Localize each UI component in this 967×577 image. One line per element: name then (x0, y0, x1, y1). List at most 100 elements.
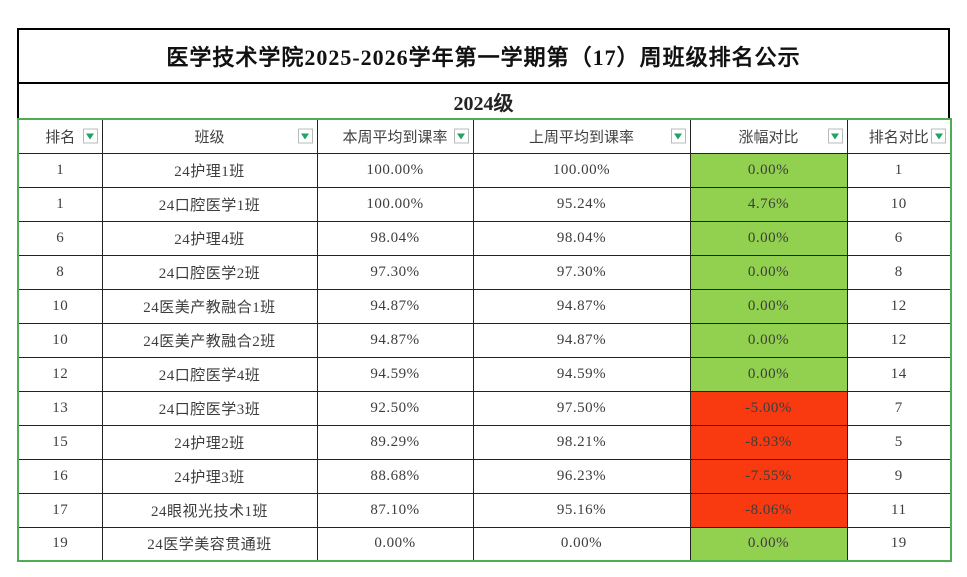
change-cell[interactable]: 4.76% (689, 186, 848, 222)
class-name-cell[interactable]: 24护理4班 (101, 220, 318, 256)
rank-cell[interactable]: 16 (17, 458, 103, 494)
this-week-rate-cell[interactable]: 87.10% (316, 492, 474, 528)
rank-compare-cell[interactable]: 6 (846, 220, 952, 256)
class-name-cell[interactable]: 24眼视光技术1班 (101, 492, 318, 528)
rank-compare-cell[interactable]: 9 (846, 458, 952, 494)
rank-cell[interactable]: 6 (17, 220, 103, 256)
class-name-cell[interactable]: 24口腔医学4班 (101, 356, 318, 392)
rank-cell[interactable]: 13 (17, 390, 103, 426)
last-week-rate-cell[interactable]: 0.00% (472, 526, 691, 562)
class-name-cell[interactable]: 24口腔医学1班 (101, 186, 318, 222)
table-row: 10 24医美产教融合2班 94.87% 94.87% 0.00% 12 (17, 322, 952, 358)
table-row: 1 24口腔医学1班 100.00% 95.24% 4.76% 10 (17, 186, 952, 222)
last-week-rate-cell[interactable]: 95.24% (472, 186, 691, 222)
this-week-rate-cell[interactable]: 94.87% (316, 322, 474, 358)
ranking-table: 排名 班级 本周平均到课率 (17, 118, 952, 562)
change-cell[interactable]: 0.00% (689, 526, 848, 562)
this-week-rate-cell[interactable]: 94.59% (316, 356, 474, 392)
change-cell[interactable]: -5.00% (689, 390, 848, 426)
this-week-rate-cell[interactable]: 89.29% (316, 424, 474, 460)
class-name-cell[interactable]: 24医美产教融合2班 (101, 322, 318, 358)
filter-dropdown-button[interactable] (297, 128, 313, 144)
change-cell[interactable]: 0.00% (689, 152, 848, 188)
column-header-rank[interactable]: 排名 (17, 118, 103, 154)
this-week-rate-cell[interactable]: 100.00% (316, 186, 474, 222)
rank-compare-cell[interactable]: 10 (846, 186, 952, 222)
change-cell[interactable]: -7.55% (689, 458, 848, 494)
header-row: 排名 班级 本周平均到课率 (17, 118, 952, 154)
filter-dropdown-button[interactable] (931, 128, 946, 144)
this-week-rate-cell[interactable]: 100.00% (316, 152, 474, 188)
change-cell[interactable]: -8.93% (689, 424, 848, 460)
column-header-class[interactable]: 班级 (101, 118, 318, 154)
column-header-rank-compare[interactable]: 排名对比 (846, 118, 952, 154)
chevron-down-icon (831, 133, 839, 140)
rank-cell[interactable]: 19 (17, 526, 103, 562)
chevron-down-icon (301, 133, 309, 140)
table-row: 17 24眼视光技术1班 87.10% 95.16% -8.06% 11 (17, 492, 952, 528)
column-header-this-week[interactable]: 本周平均到课率 (316, 118, 474, 154)
column-header-last-week[interactable]: 上周平均到课率 (472, 118, 691, 154)
class-name-cell[interactable]: 24口腔医学3班 (101, 390, 318, 426)
this-week-rate-cell[interactable]: 94.87% (316, 288, 474, 324)
last-week-rate-cell[interactable]: 100.00% (472, 152, 691, 188)
rank-cell[interactable]: 1 (17, 186, 103, 222)
last-week-rate-cell[interactable]: 95.16% (472, 492, 691, 528)
last-week-rate-cell[interactable]: 98.21% (472, 424, 691, 460)
column-header-change[interactable]: 涨幅对比 (689, 118, 848, 154)
rank-compare-cell[interactable]: 11 (846, 492, 952, 528)
rank-compare-cell[interactable]: 7 (846, 390, 952, 426)
rank-compare-cell[interactable]: 1 (846, 152, 952, 188)
change-cell[interactable]: 0.00% (689, 288, 848, 324)
filter-dropdown-button[interactable] (453, 128, 469, 144)
this-week-rate-cell[interactable]: 0.00% (316, 526, 474, 562)
change-cell[interactable]: 0.00% (689, 356, 848, 392)
rank-cell[interactable]: 1 (17, 152, 103, 188)
last-week-rate-cell[interactable]: 94.59% (472, 356, 691, 392)
this-week-rate-cell[interactable]: 98.04% (316, 220, 474, 256)
last-week-rate-cell[interactable]: 94.87% (472, 288, 691, 324)
class-name-cell[interactable]: 24口腔医学2班 (101, 254, 318, 290)
this-week-rate-cell[interactable]: 97.30% (316, 254, 474, 290)
change-cell[interactable]: 0.00% (689, 254, 848, 290)
this-week-rate-cell[interactable]: 88.68% (316, 458, 474, 494)
filter-dropdown-button[interactable] (827, 128, 843, 144)
rank-cell[interactable]: 15 (17, 424, 103, 460)
last-week-rate-cell[interactable]: 96.23% (472, 458, 691, 494)
change-cell[interactable]: -8.06% (689, 492, 848, 528)
class-name-cell[interactable]: 24医美产教融合1班 (101, 288, 318, 324)
table-row: 8 24口腔医学2班 97.30% 97.30% 0.00% 8 (17, 254, 952, 290)
filter-dropdown-button[interactable] (670, 128, 686, 144)
filter-dropdown-button[interactable] (82, 128, 98, 144)
table-row: 16 24护理3班 88.68% 96.23% -7.55% 9 (17, 458, 952, 494)
chevron-down-icon (457, 133, 465, 140)
last-week-rate-cell[interactable]: 98.04% (472, 220, 691, 256)
rank-cell[interactable]: 10 (17, 322, 103, 358)
rank-cell[interactable]: 12 (17, 356, 103, 392)
class-name-cell[interactable]: 24医学美容贯通班 (101, 526, 318, 562)
change-cell[interactable]: 0.00% (689, 220, 848, 256)
rank-compare-cell[interactable]: 12 (846, 288, 952, 324)
table-row: 15 24护理2班 89.29% 98.21% -8.93% 5 (17, 424, 952, 460)
rank-cell[interactable]: 10 (17, 288, 103, 324)
rank-compare-cell[interactable]: 5 (846, 424, 952, 460)
column-header-label: 排名 (45, 129, 76, 146)
class-name-cell[interactable]: 24护理1班 (101, 152, 318, 188)
column-header-label: 上周平均到课率 (528, 129, 634, 146)
rank-compare-cell[interactable]: 19 (846, 526, 952, 562)
rank-compare-cell[interactable]: 8 (846, 254, 952, 290)
last-week-rate-cell[interactable]: 97.50% (472, 390, 691, 426)
rank-compare-cell[interactable]: 12 (846, 322, 952, 358)
last-week-rate-cell[interactable]: 94.87% (472, 322, 691, 358)
chevron-down-icon (674, 133, 682, 140)
change-cell[interactable]: 0.00% (689, 322, 848, 358)
this-week-rate-cell[interactable]: 92.50% (316, 390, 474, 426)
class-name-cell[interactable]: 24护理2班 (101, 424, 318, 460)
table-row: 6 24护理4班 98.04% 98.04% 0.00% 6 (17, 220, 952, 256)
rank-cell[interactable]: 17 (17, 492, 103, 528)
rank-cell[interactable]: 8 (17, 254, 103, 290)
last-week-rate-cell[interactable]: 97.30% (472, 254, 691, 290)
rank-compare-cell[interactable]: 14 (846, 356, 952, 392)
class-name-cell[interactable]: 24护理3班 (101, 458, 318, 494)
column-header-label: 本周平均到课率 (342, 129, 448, 146)
